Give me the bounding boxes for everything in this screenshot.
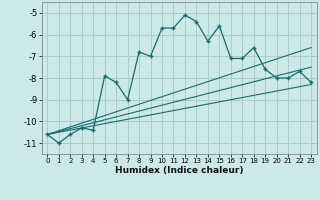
X-axis label: Humidex (Indice chaleur): Humidex (Indice chaleur) xyxy=(115,166,244,175)
